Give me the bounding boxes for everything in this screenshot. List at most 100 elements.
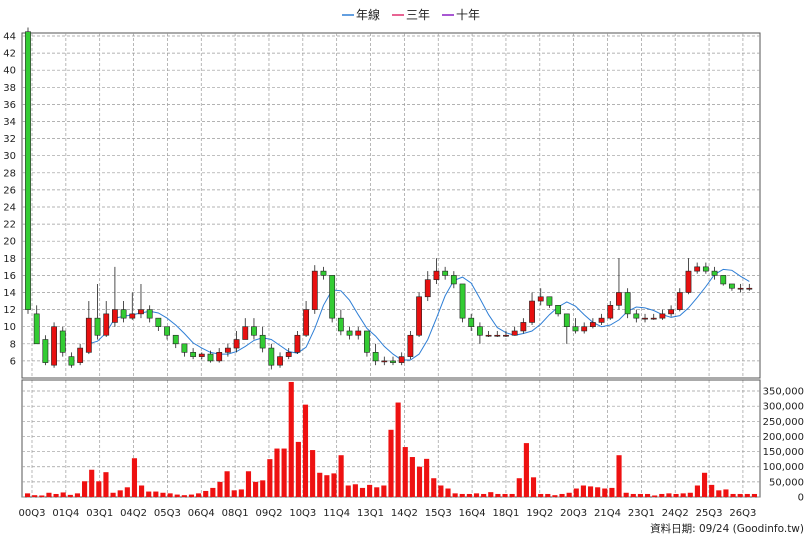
volume-bar-62 (466, 493, 472, 497)
volume-bar-12 (110, 492, 116, 497)
candle-body-61 (555, 305, 562, 315)
vol-y-tick-7: 350,000 (763, 387, 804, 398)
vol-y-tick-3: 150,000 (763, 447, 804, 458)
x-tick-9: 11Q4 (323, 508, 350, 519)
candle-body-56 (511, 330, 518, 336)
candle-body-32 (303, 309, 310, 336)
candle-body-70 (633, 313, 640, 319)
volume-y-tick-labels: 0 50,000 100,000 150,000 200,000 250,000 300,0… (763, 387, 804, 504)
legend-label-1: 三年 (406, 8, 430, 22)
x-tick-6: 08Q1 (222, 508, 249, 519)
volume-bar-31 (245, 471, 252, 497)
x-tick-19: 24Q2 (662, 508, 689, 519)
volume-bar-46 (352, 484, 358, 497)
volume-bar-18 (153, 491, 159, 497)
candle-body-18 (181, 343, 188, 353)
price-y-tick-0: 6 (10, 356, 16, 367)
x-tick-18: 23Q1 (628, 508, 655, 519)
volume-bar-25 (203, 490, 209, 497)
candle-body-25 (242, 326, 249, 340)
volume-bar-96 (709, 484, 715, 497)
x-tick-3: 04Q2 (120, 508, 147, 519)
candle-body-26 (251, 326, 257, 336)
candle-body-50 (459, 283, 466, 319)
volume-bar-30 (238, 489, 244, 497)
candle-body-73 (659, 313, 666, 319)
price-y-tick-6: 18 (3, 254, 16, 265)
candle-body-6 (77, 347, 84, 363)
candle-body-47 (433, 270, 440, 280)
volume-bar-66 (495, 493, 501, 497)
volume-bar-56 (424, 458, 430, 497)
volume-bar-41 (317, 472, 323, 497)
candle-body-49 (450, 275, 457, 285)
candle-body-15 (155, 317, 162, 327)
volume-bar-52 (395, 402, 401, 497)
x-tick-7: 09Q2 (255, 508, 282, 519)
volume-bar-101 (744, 493, 750, 497)
volume-bar-39 (302, 404, 309, 497)
candle-body-40 (372, 352, 379, 362)
candle-body-80 (720, 275, 727, 285)
x-tick-13: 16Q4 (459, 508, 486, 519)
volume-bar-5 (60, 492, 66, 497)
x-tick-8: 10Q3 (289, 508, 316, 519)
volume-bar-3 (46, 492, 52, 497)
x-tick-2: 03Q1 (86, 508, 113, 519)
x-tick-1: 01Q4 (52, 508, 79, 519)
candle-body-16 (164, 326, 170, 336)
candle-body-35 (329, 275, 336, 319)
volume-bar-47 (359, 487, 366, 497)
candle-body-83 (746, 287, 753, 290)
volume-bar-36 (281, 448, 287, 497)
volume-bar-4 (53, 493, 59, 497)
candle-body-72 (650, 317, 657, 320)
volume-bar-73 (545, 493, 551, 497)
volume-bar-82 (609, 487, 615, 497)
candle-body-69 (624, 292, 631, 315)
price-y-tick-9: 24 (3, 203, 16, 214)
volume-bar-89 (659, 493, 665, 497)
vol-y-tick-0: 0 (798, 493, 804, 504)
volume-bar-72 (538, 493, 544, 497)
candle-body-24 (233, 339, 240, 349)
candle-body-48 (442, 270, 449, 276)
candle-body-17 (172, 334, 179, 345)
data-source-note: 資料日期: 09/24 (Goodinfo.tw) (650, 522, 804, 535)
price-y-tick-10: 26 (3, 185, 16, 196)
candle-body-38 (355, 330, 362, 336)
volume-bar-7 (74, 493, 81, 497)
price-y-tick-labels: 6 8 10 12 14 16 18 20 22 24 26 28 30 32 34 36 38 40 42 44 (3, 32, 16, 368)
volume-bar-29 (231, 490, 237, 497)
vol-y-tick-2: 100,000 (763, 462, 804, 473)
candle-body-44 (407, 334, 414, 357)
candle-body-4 (59, 330, 66, 353)
volume-bar-74 (552, 495, 558, 497)
price-y-tick-12: 30 (3, 151, 16, 162)
volume-bar-10 (96, 481, 102, 497)
volume-bar-13 (117, 490, 123, 497)
volume-bar-70 (523, 443, 529, 497)
moving-average-lines (88, 268, 750, 361)
x-tick-17: 21Q4 (594, 508, 621, 519)
volume-bar-24 (196, 493, 202, 497)
x-tick-labels: 00Q3 01Q4 03Q1 04Q2 05Q3 06Q4 08Q1 09Q2 10Q3 11Q4… (19, 508, 757, 519)
candle-body-68 (616, 292, 622, 306)
candle-body-65 (589, 322, 596, 327)
candle-body-27 (259, 334, 266, 349)
candle-body-82 (737, 287, 744, 290)
volume-bar-9 (89, 469, 95, 497)
volume-bar-21 (174, 494, 180, 497)
candle-body-57 (520, 322, 527, 332)
volume-bar-28 (224, 471, 230, 497)
volume-bar-99 (730, 493, 736, 497)
ma-line-0 (88, 268, 750, 361)
candle-body-0 (25, 31, 31, 310)
candle-body-63 (572, 326, 579, 332)
candle-body-60 (546, 296, 553, 306)
price-y-tick-5: 16 (3, 271, 16, 282)
candle-body-10 (111, 309, 118, 323)
candle-body-77 (694, 266, 701, 272)
volume-bar-94 (694, 485, 700, 497)
candle-body-79 (711, 270, 718, 276)
